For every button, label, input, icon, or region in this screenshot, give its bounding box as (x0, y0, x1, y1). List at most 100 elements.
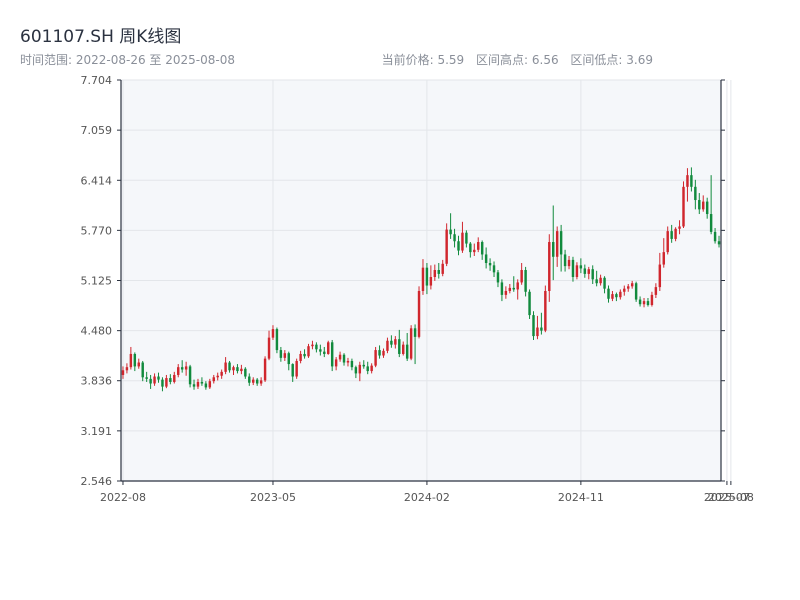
candle-body (520, 270, 523, 283)
candle-body (504, 290, 508, 295)
date-range: 时间范围: 2022-08-26 至 2025-08-08 (20, 53, 235, 67)
candle-body (524, 270, 527, 292)
y-tick-label: 3.836 (81, 375, 113, 388)
candle-body (236, 367, 239, 372)
candle-body (378, 350, 381, 356)
candle-body (232, 367, 235, 371)
candle-body (441, 263, 444, 274)
candle-body (650, 294, 654, 305)
candle-body (350, 360, 354, 368)
candle-body (263, 358, 267, 381)
candle-body (220, 371, 223, 376)
candle-body (658, 264, 662, 288)
candle-body (192, 384, 196, 387)
candle-body (630, 283, 634, 287)
candle-body (141, 362, 144, 378)
current-price: 当前价格: 5.59 (381, 53, 465, 67)
candle-body (125, 367, 129, 371)
candle-body (121, 370, 125, 375)
candle-body (552, 242, 555, 257)
candle-body (678, 226, 681, 229)
x-tick-label: 2022-08 (100, 491, 146, 504)
candle-body (271, 329, 275, 338)
candle-body (295, 360, 298, 377)
candle-body (429, 277, 433, 286)
candle-body (200, 381, 204, 384)
candle-body (528, 291, 531, 316)
candle-body (500, 282, 504, 295)
candle-body (488, 263, 492, 266)
candle-body (228, 362, 231, 371)
candle-body (161, 379, 164, 387)
candle-body (323, 351, 326, 354)
candle-body (311, 344, 314, 347)
candle-body (690, 175, 693, 187)
candle-body (587, 269, 590, 274)
candle-body (437, 270, 440, 274)
candle-body (611, 294, 614, 299)
candle-body (666, 231, 669, 253)
candle-body (307, 346, 310, 357)
x-tick-label: 2025-08 (708, 491, 754, 504)
candle-body (559, 231, 563, 255)
candle-body (461, 232, 464, 251)
candle-body (555, 231, 559, 257)
candle-body (591, 269, 594, 280)
candle-body (698, 200, 701, 210)
candle-body (579, 265, 583, 269)
candle-body (717, 241, 721, 245)
candle-body (342, 354, 346, 363)
candle-body (457, 241, 460, 251)
candle-body (267, 337, 271, 359)
candle-body (188, 366, 192, 385)
candle-body (670, 231, 673, 239)
candle-body (315, 344, 318, 350)
candle-body (544, 290, 547, 331)
candle-body (702, 201, 705, 210)
candle-body (327, 342, 330, 354)
candle-body (642, 301, 646, 305)
candle-body (133, 353, 137, 367)
y-tick-label: 3.191 (81, 425, 113, 438)
candle-body (583, 268, 587, 274)
candle-body (358, 364, 362, 374)
candle-body (449, 229, 452, 235)
chart-title: 601107.SH 周K线图 (20, 27, 182, 47)
candle-body (627, 286, 630, 289)
candle-body (204, 383, 208, 388)
x-tick-label: 2024-02 (404, 491, 450, 504)
candle-body (512, 287, 515, 290)
candle-body (646, 301, 650, 305)
candle-body (575, 265, 579, 278)
y-tick-label: 6.414 (81, 174, 113, 187)
y-tick-label: 5.770 (81, 224, 113, 237)
candle-body (484, 254, 488, 264)
candle-body (571, 259, 575, 278)
candle-body (469, 243, 472, 253)
candle-body (208, 381, 212, 388)
candle-body (496, 272, 500, 283)
price-stats: 当前价格: 5.59 区间高点: 6.56 区间低点: 3.69 (374, 51, 653, 68)
candle-body (354, 367, 358, 374)
candle-body (599, 277, 602, 284)
candle-body (177, 367, 180, 375)
candle-body (405, 344, 409, 359)
candle-body (216, 375, 219, 378)
candle-body (180, 367, 184, 370)
candle-body (615, 294, 618, 298)
y-tick-label: 7.704 (81, 74, 113, 87)
candle-body (330, 342, 334, 367)
candle-body (686, 175, 689, 187)
candle-body (224, 362, 227, 372)
range-low: 区间低点: 3.69 (570, 53, 653, 67)
candle-body (674, 228, 677, 239)
candle-body (619, 291, 622, 298)
candle-body (291, 364, 294, 377)
candle-body (382, 350, 385, 356)
candle-body (536, 327, 539, 337)
x-tick-label: 2024-11 (558, 491, 604, 504)
candle-body (709, 214, 713, 232)
candle-body (366, 366, 369, 372)
candle-body (453, 234, 456, 242)
